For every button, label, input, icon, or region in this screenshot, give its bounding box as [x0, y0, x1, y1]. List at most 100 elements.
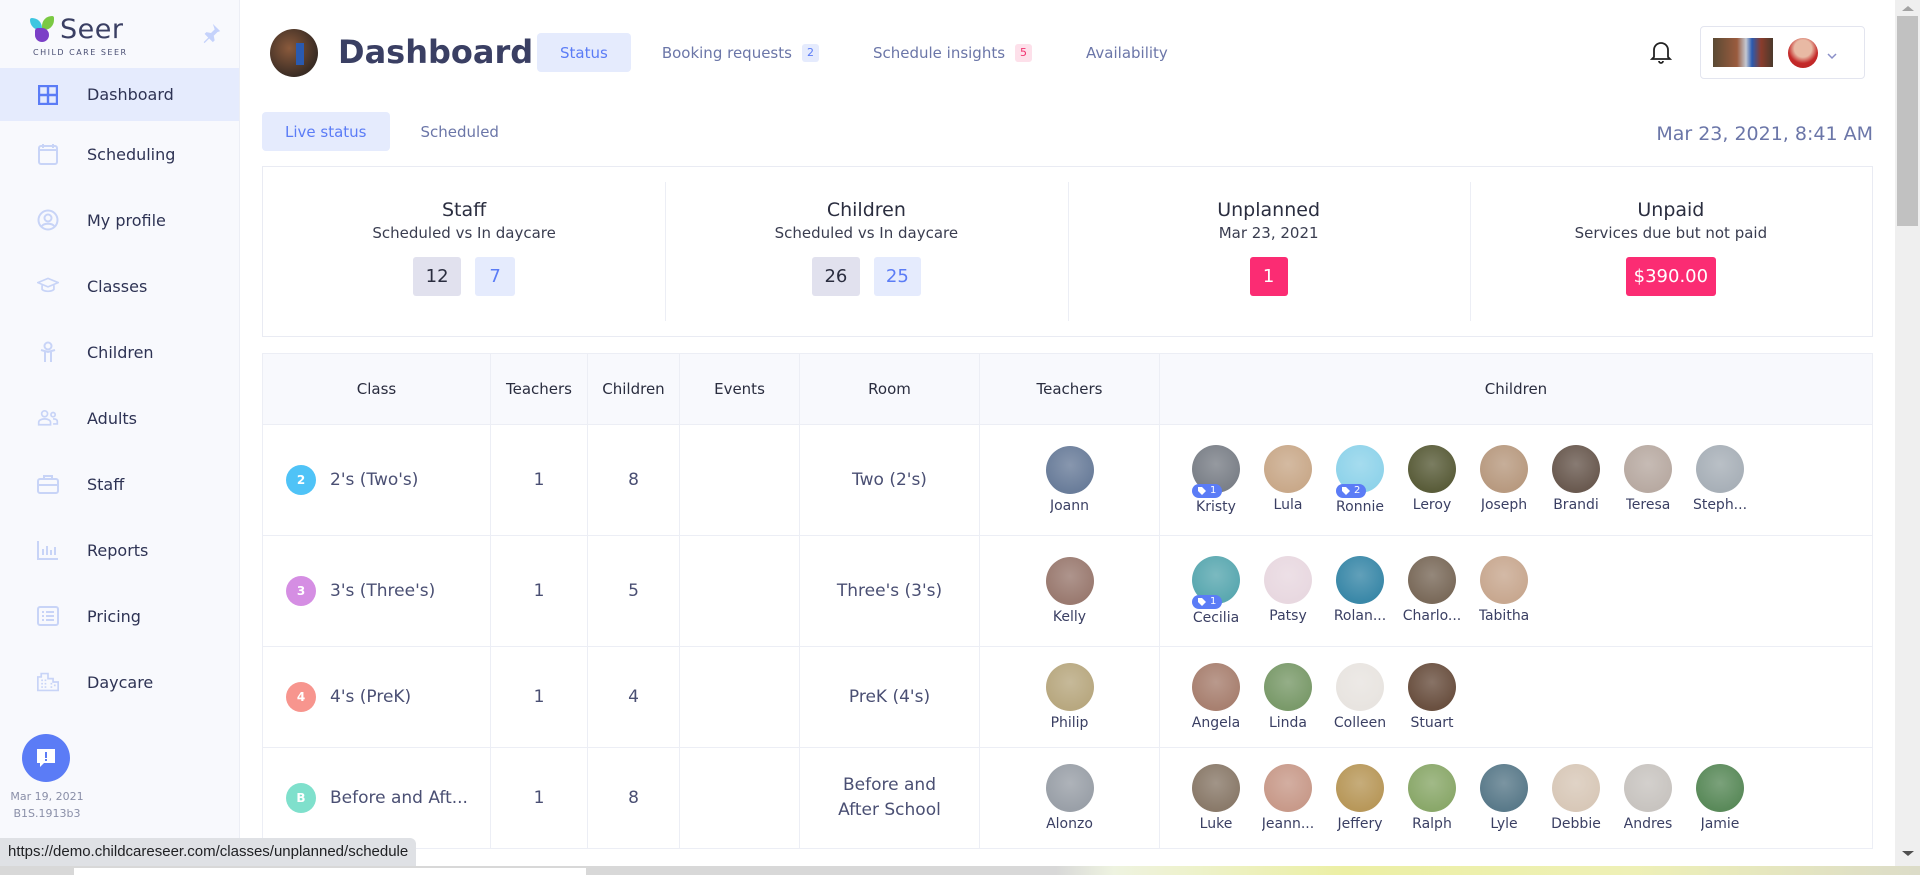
seer-logo-icon	[30, 16, 56, 42]
person-avatar[interactable]: Leroy	[1396, 444, 1468, 514]
feedback-button[interactable]	[22, 734, 70, 782]
table-row[interactable]: 3 3's (Three's) 1 5 Three's (3's) Kelly …	[262, 535, 1873, 647]
person-avatar[interactable]: Andres	[1612, 763, 1684, 833]
person-avatar[interactable]: Brandi	[1540, 444, 1612, 514]
person-avatar[interactable]: Steph...	[1684, 444, 1756, 514]
staff-scheduled-count[interactable]: 12	[413, 257, 462, 296]
col-header-teachers: Teachers	[979, 353, 1160, 425]
logo[interactable]: Seer	[30, 16, 123, 44]
tag-badge: 1	[1192, 594, 1223, 609]
person-avatar[interactable]: Luke	[1180, 763, 1252, 833]
children-count: 4	[587, 646, 680, 748]
col-header-class: Class	[262, 353, 491, 425]
sidebar-item-classes[interactable]: Classes	[0, 253, 239, 319]
sidebar-item-daycare[interactable]: Daycare	[0, 649, 239, 715]
header-tabs: Status Booking requests 2 Schedule insigh…	[537, 33, 1199, 72]
unpaid-amount[interactable]: $390.00	[1625, 257, 1717, 296]
teachers-count: 1	[490, 747, 588, 849]
class-name[interactable]: 4's (PreK)	[330, 687, 412, 707]
person-avatar[interactable]: Philip	[1034, 662, 1106, 732]
person-avatar[interactable]: Joseph	[1468, 444, 1540, 514]
person-name: Tabitha	[1478, 607, 1530, 624]
classes-table: Class Teachers Children Events Room Teac…	[262, 353, 1873, 849]
person-avatar[interactable]: 1 Kristy	[1180, 444, 1252, 516]
person-avatar[interactable]: Charlo...	[1396, 555, 1468, 625]
scroll-down-arrow-icon[interactable]	[1902, 851, 1914, 856]
person-avatar[interactable]: Angela	[1180, 662, 1252, 732]
person-avatar[interactable]: Teresa	[1612, 444, 1684, 514]
children-scheduled-count[interactable]: 26	[811, 257, 860, 296]
person-avatar[interactable]: Lula	[1252, 444, 1324, 514]
person-avatar[interactable]: Colleen	[1324, 662, 1396, 732]
bell-icon[interactable]	[1649, 40, 1673, 64]
person-avatar[interactable]: 2 Ronnie	[1324, 444, 1396, 516]
status-bar-url: https://demo.childcareseer.com/classes/u…	[0, 838, 417, 866]
daycare-avatar[interactable]	[270, 29, 318, 77]
stat-title: Staff	[442, 199, 487, 221]
subtab-scheduled[interactable]: Scheduled	[420, 122, 499, 141]
class-name[interactable]: Before and Aft...	[330, 788, 468, 808]
sidebar-item-children[interactable]: Children	[0, 319, 239, 385]
class-cell[interactable]: B Before and Aft...	[262, 747, 491, 849]
person-avatar[interactable]: 1 Cecilia	[1180, 555, 1252, 627]
staff-in-daycare-count[interactable]: 7	[475, 257, 516, 296]
teachers-count: 1	[490, 646, 588, 748]
version-info: Mar 19, 2021 B1S.1913b3	[0, 788, 94, 822]
person-avatar[interactable]: Kelly	[1034, 556, 1106, 626]
table-row[interactable]: 2 2's (Two's) 1 8 Two (2's) Joann 1 Kris…	[262, 424, 1873, 536]
vertical-scrollbar[interactable]	[1895, 0, 1920, 866]
person-name: Leroy	[1412, 496, 1452, 513]
tab-status[interactable]: Status	[537, 33, 631, 72]
grid-icon	[37, 84, 59, 106]
graduation-cap-icon	[37, 275, 59, 297]
person-name: Kristy	[1196, 498, 1236, 515]
briefcase-icon	[37, 473, 59, 495]
person-avatar[interactable]: Jeann...	[1252, 763, 1324, 833]
person-name: Jeann...	[1261, 815, 1315, 832]
person-avatar[interactable]: Ralph	[1396, 763, 1468, 833]
sidebar-item-dashboard[interactable]: Dashboard	[0, 68, 239, 121]
person-avatar[interactable]: Alonzo	[1034, 763, 1106, 833]
person-avatar[interactable]: Jamie	[1684, 763, 1756, 833]
sidebar-item-my-profile[interactable]: My profile	[0, 187, 239, 253]
person-avatar[interactable]: Debbie	[1540, 763, 1612, 833]
class-name[interactable]: 3's (Three's)	[330, 581, 436, 601]
account-switcher[interactable]	[1700, 26, 1865, 79]
class-cell[interactable]: 4 4's (PreK)	[262, 646, 491, 748]
tab-booking-requests[interactable]: Booking requests 2	[639, 33, 842, 72]
sidebar-item-pricing[interactable]: Pricing	[0, 583, 239, 649]
scrollbar-thumb[interactable]	[1897, 16, 1918, 226]
person-avatar[interactable]: Linda	[1252, 662, 1324, 732]
sidebar-item-label: Reports	[87, 540, 149, 560]
class-cell[interactable]: 2 2's (Two's)	[262, 424, 491, 536]
person-avatar[interactable]: Lyle	[1468, 763, 1540, 833]
class-cell[interactable]: 3 3's (Three's)	[262, 535, 491, 647]
sidebar-item-adults[interactable]: Adults	[0, 385, 239, 451]
children-in-daycare-count[interactable]: 25	[873, 257, 921, 296]
sidebar-item-reports[interactable]: Reports	[0, 517, 239, 583]
pin-icon[interactable]	[200, 22, 222, 44]
person-avatar[interactable]: Patsy	[1252, 555, 1324, 625]
avatar	[1192, 662, 1240, 711]
person-avatar[interactable]: Joann	[1034, 445, 1106, 515]
scroll-up-arrow-icon[interactable]	[1902, 6, 1914, 11]
class-name[interactable]: 2's (Two's)	[330, 470, 419, 490]
sidebar-item-scheduling[interactable]: Scheduling	[0, 121, 239, 187]
person-avatar[interactable]: Jeffery	[1324, 763, 1396, 833]
tab-availability[interactable]: Availability	[1063, 33, 1191, 72]
table-row[interactable]: 4 4's (PreK) 1 4 PreK (4's) Philip Angel…	[262, 646, 1873, 748]
sidebar-item-staff[interactable]: Staff	[0, 451, 239, 517]
tab-schedule-insights[interactable]: Schedule insights 5	[850, 33, 1055, 72]
person-avatar[interactable]: Stuart	[1396, 662, 1468, 732]
tab-label: Schedule insights	[872, 43, 1006, 62]
unplanned-count[interactable]: 1	[1249, 257, 1288, 296]
person-avatar[interactable]: Rolan...	[1324, 555, 1396, 625]
subtab-live-status[interactable]: Live status	[262, 112, 390, 151]
person-name: Lyle	[1490, 815, 1518, 832]
avatar	[1480, 763, 1528, 812]
events-cell	[679, 747, 800, 849]
table-row[interactable]: B Before and Aft... 1 8 Before and After…	[262, 747, 1873, 849]
person-avatar[interactable]: Tabitha	[1468, 555, 1540, 625]
tag-icon	[1342, 486, 1350, 495]
person-name: Andres	[1623, 815, 1673, 832]
